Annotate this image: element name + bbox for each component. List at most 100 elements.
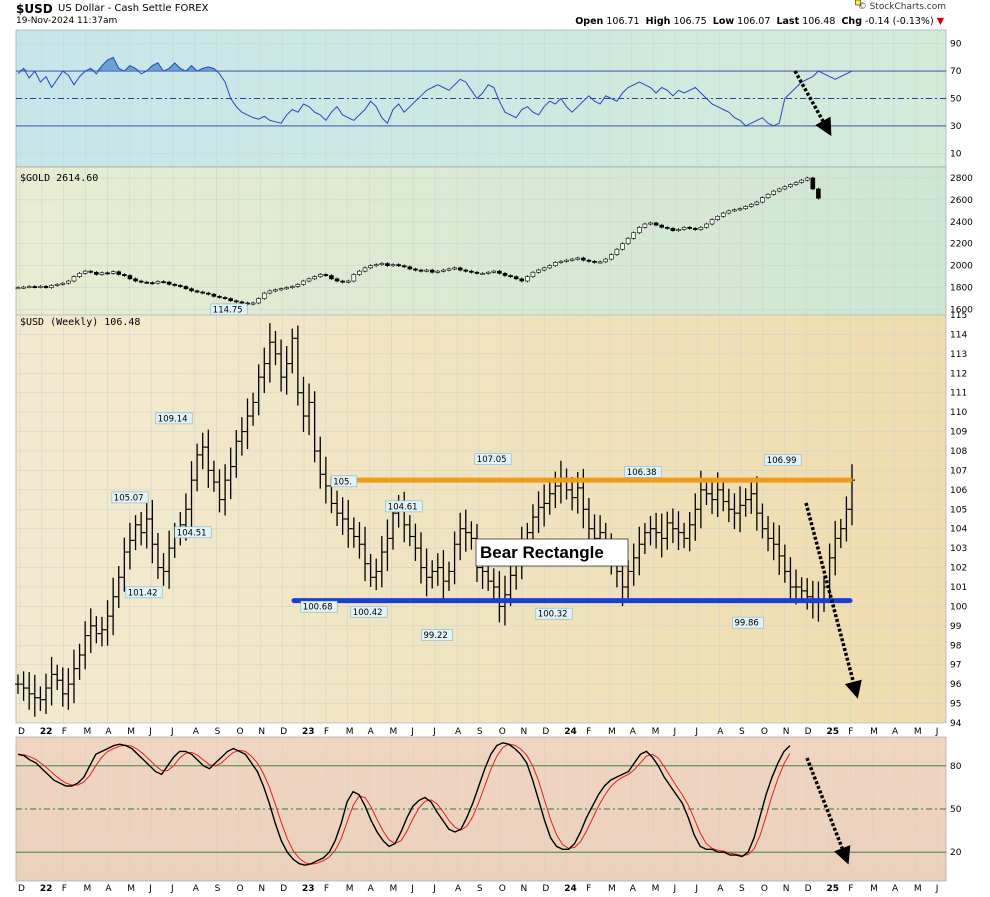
x-tick-label: A <box>368 884 375 894</box>
x-tick-label: M <box>127 727 135 737</box>
gold-candle-body <box>441 270 445 271</box>
gold-candle-body <box>660 225 664 227</box>
x-tick-label: M <box>389 884 397 894</box>
gold-candle-body <box>486 272 490 273</box>
x-tick-label: D <box>805 884 812 894</box>
gold-candle-body <box>190 289 194 291</box>
gold-candle-body <box>346 281 350 282</box>
y-tick-label: 99 <box>950 622 962 632</box>
x-tick-label: A <box>105 884 112 894</box>
price-label: 101.42 <box>128 588 158 598</box>
gold-candle-body <box>290 286 294 287</box>
y-tick-label: 110 <box>950 408 967 418</box>
gold-candle-body <box>352 274 356 281</box>
x-tick-label: O <box>499 884 506 894</box>
price-label: 99.86 <box>735 619 759 629</box>
gold-candle-body <box>509 276 513 277</box>
x-tick-label: M <box>608 884 616 894</box>
gold-candle-body <box>273 290 277 291</box>
gold-candle-body <box>94 272 98 274</box>
x-tick-label: S <box>215 884 221 894</box>
gold-candle-body <box>682 227 686 229</box>
x-tick-label: J <box>432 727 436 737</box>
y-tick-label: 1800 <box>950 284 973 294</box>
gold-candle-body <box>397 265 401 266</box>
x-tick-label: F <box>586 884 591 894</box>
gold-candle-body <box>145 282 149 283</box>
x-tick-label: F <box>324 884 329 894</box>
x-tick-label: J <box>673 727 677 737</box>
x-tick-label: 23 <box>302 727 315 737</box>
gold-candle-body <box>559 261 563 262</box>
x-tick-label: D <box>542 884 549 894</box>
gold-candle-body <box>55 284 59 285</box>
y-tick-label: 10 <box>950 149 962 159</box>
price-label: 105.07 <box>114 493 144 503</box>
gold-candle-body <box>251 303 255 304</box>
gold-candle-body <box>481 273 485 274</box>
x-tick-label: S <box>477 884 483 894</box>
gold-candle-body <box>22 287 26 288</box>
gold-candle-body <box>218 296 222 297</box>
gold-candle-body <box>296 284 300 286</box>
gold-candle-body <box>436 271 440 272</box>
gold-candle-body <box>766 194 770 197</box>
price-label: 104.61 <box>388 502 418 512</box>
x-tick-label: M <box>652 727 660 737</box>
gold-candle-body <box>61 283 65 284</box>
x-tick-label: A <box>193 884 200 894</box>
gold-candle-body <box>212 294 216 296</box>
gold-candle-body <box>609 255 613 259</box>
y-tick-label: 103 <box>950 544 967 554</box>
x-tick-label: A <box>455 884 462 894</box>
y-tick-label: 2600 <box>950 196 973 206</box>
gold-candle-body <box>201 292 205 293</box>
y-tick-label: 115 <box>950 311 967 321</box>
x-tick-label: 23 <box>302 884 315 894</box>
gold-candle-body <box>111 272 115 274</box>
gold-candle-body <box>301 281 305 284</box>
gold-candle-body <box>16 288 20 289</box>
gold-candle-body <box>83 271 87 273</box>
y-tick-label: 114 <box>950 330 967 340</box>
gold-candle-body <box>313 277 317 279</box>
annotation-text: Bear Rectangle <box>480 543 604 562</box>
x-tick-label: 24 <box>564 727 577 737</box>
gold-candle-body <box>324 274 328 275</box>
gold-candle-body <box>648 223 652 224</box>
gold-candle-body <box>240 302 244 303</box>
x-tick-label: N <box>258 884 265 894</box>
y-tick-label: 107 <box>950 466 967 476</box>
gold-candle-body <box>184 286 188 288</box>
gold-candle-body <box>654 223 658 225</box>
x-tick-label: A <box>630 884 637 894</box>
gold-candle-body <box>307 279 311 281</box>
x-tick-label: F <box>586 727 591 737</box>
price-label: 104.51 <box>177 528 207 538</box>
x-tick-label: J <box>170 727 174 737</box>
price-label: 105. <box>333 477 352 487</box>
gold-candle-body <box>721 213 725 216</box>
y-tick-label: 70 <box>950 67 962 77</box>
gold-candle-body <box>72 277 76 281</box>
price-label: 107.05 <box>477 455 507 465</box>
price-label: 106.38 <box>627 468 657 478</box>
gold-candle-body <box>341 281 345 282</box>
gold-candle-body <box>380 263 384 264</box>
x-tick-label: A <box>717 727 724 737</box>
gold-candle-body <box>699 227 703 229</box>
y-tick-label: 113 <box>950 350 967 360</box>
gold-candle-body <box>542 268 546 270</box>
gold-candle-body <box>805 178 809 180</box>
gold-candle-body <box>688 227 692 228</box>
x-tick-label: J <box>148 727 152 737</box>
x-tick-label: J <box>673 884 677 894</box>
x-tick-label: O <box>499 727 506 737</box>
x-tick-label: A <box>455 727 462 737</box>
x-tick-label: N <box>258 727 265 737</box>
x-tick-label: M <box>84 727 92 737</box>
x-tick-label: M <box>914 884 922 894</box>
gold-candle-body <box>425 270 429 271</box>
gold-candle-body <box>704 224 708 227</box>
x-tick-label: N <box>521 884 528 894</box>
